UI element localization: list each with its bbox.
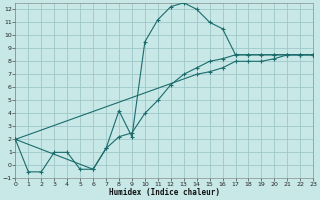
X-axis label: Humidex (Indice chaleur): Humidex (Indice chaleur): [109, 188, 220, 197]
